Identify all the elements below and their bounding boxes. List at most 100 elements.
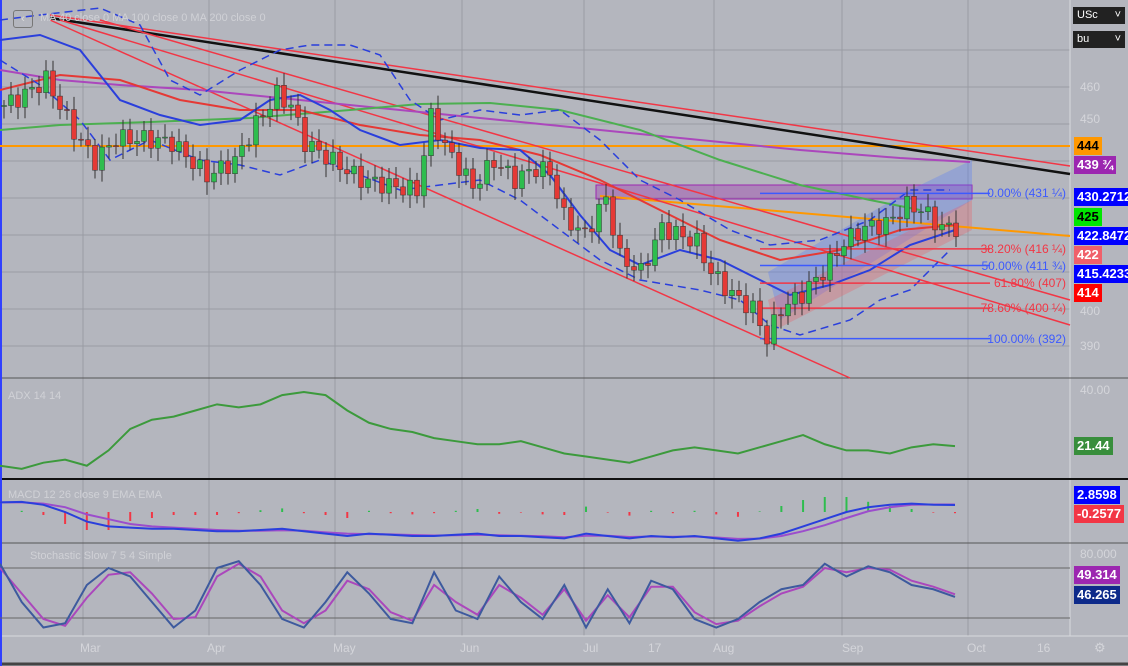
- stoch-axis-tick: 80.000: [1080, 547, 1117, 561]
- candle: [547, 151, 553, 186]
- candle: [743, 283, 749, 326]
- candle: [582, 220, 588, 238]
- candle: [344, 156, 350, 185]
- macd-last-label: 2.8598: [1074, 486, 1120, 504]
- candle: [449, 130, 455, 159]
- candle: [680, 213, 686, 250]
- candle: [764, 319, 770, 357]
- candle: [183, 134, 189, 168]
- indicator-legend: MA 40 close 0 MA 100 close 0 MA 200 clos…: [40, 12, 266, 24]
- candle: [862, 213, 868, 253]
- candle: [407, 167, 413, 209]
- time-tick: Jul: [583, 641, 599, 655]
- candle: [204, 148, 210, 195]
- candle: [631, 255, 637, 282]
- candle: [50, 60, 56, 109]
- price-tick: 460: [1080, 80, 1101, 94]
- candle: [848, 215, 854, 260]
- candle: [533, 161, 539, 184]
- candle: [568, 198, 574, 237]
- candles: [1, 60, 959, 357]
- candle: [225, 149, 231, 185]
- candle: [43, 60, 49, 99]
- macd-line: [0, 500, 956, 542]
- candle: [918, 203, 924, 224]
- candle: [64, 101, 70, 120]
- candle: [316, 129, 322, 159]
- price-label: 444: [1074, 137, 1102, 156]
- candle: [15, 87, 21, 120]
- candle: [925, 194, 931, 221]
- ma-40: [0, 73, 956, 262]
- price-label: 439 ¾: [1074, 156, 1117, 175]
- fib-level-label: 61.80% (407): [993, 276, 1066, 291]
- fib-level-label: 100.00% (392): [987, 331, 1066, 346]
- candle: [358, 153, 364, 201]
- stoch-k-line: [0, 560, 956, 630]
- candle: [218, 150, 224, 186]
- candle: [722, 260, 728, 304]
- candle: [715, 261, 721, 286]
- candle: [323, 142, 329, 178]
- candle: [8, 82, 14, 114]
- candle: [771, 301, 777, 351]
- candle: [337, 145, 343, 182]
- candle: [85, 126, 91, 159]
- candle: [729, 279, 735, 309]
- candle: [757, 288, 763, 336]
- price-tick: 390: [1080, 339, 1101, 353]
- candle: [435, 95, 441, 150]
- resistance-zone: [595, 184, 973, 200]
- candle: [120, 119, 126, 159]
- candle: [29, 78, 35, 99]
- candle: [197, 150, 203, 177]
- candle: [519, 164, 525, 197]
- candle: [855, 222, 861, 247]
- candle: [778, 307, 784, 329]
- back-button[interactable]: ‹: [13, 10, 33, 28]
- time-tick: May: [333, 641, 356, 655]
- trendline-black: [49, 16, 1071, 176]
- candle: [57, 84, 63, 120]
- price-tick: 400: [1080, 304, 1101, 318]
- time-tick: Apr: [207, 641, 226, 655]
- candle: [890, 205, 896, 225]
- candle: [246, 137, 252, 152]
- candle: [22, 76, 28, 119]
- candle: [897, 206, 903, 232]
- candle: [575, 215, 581, 243]
- price-label: 425: [1074, 207, 1102, 226]
- stoch-d-line: [0, 562, 956, 627]
- candle: [841, 239, 847, 265]
- candle: [295, 93, 301, 126]
- stoch-k-label: 49.314: [1074, 566, 1120, 584]
- candle: [169, 131, 175, 165]
- adx-line: [0, 391, 956, 470]
- currency-select[interactable]: USc ˅: [1073, 7, 1125, 24]
- fib-level-label: 0.00% (431 ¼): [987, 186, 1066, 201]
- candle: [512, 153, 518, 201]
- candle: [477, 174, 483, 201]
- unit-select[interactable]: bu ˅: [1073, 31, 1125, 48]
- candle: [232, 147, 238, 183]
- unit-value: bu: [1077, 33, 1090, 45]
- macd-signal-line: [0, 501, 955, 540]
- candle: [561, 187, 567, 221]
- candle: [421, 142, 427, 208]
- candle: [99, 134, 105, 182]
- candle: [211, 162, 217, 190]
- candle: [190, 144, 196, 181]
- candle: [281, 73, 287, 114]
- candle: [414, 172, 420, 204]
- price-label: 415.4233: [1074, 264, 1128, 283]
- candle: [498, 154, 504, 177]
- candle: [554, 164, 560, 209]
- candle: [162, 124, 168, 144]
- settings-icon[interactable]: ⚙: [1094, 640, 1106, 655]
- candle: [736, 280, 742, 303]
- time-tick: Aug: [713, 641, 735, 655]
- fib-level-label: 50.00% (411 ¾): [981, 258, 1067, 273]
- time-tick: 17: [648, 641, 662, 655]
- candle: [141, 120, 147, 152]
